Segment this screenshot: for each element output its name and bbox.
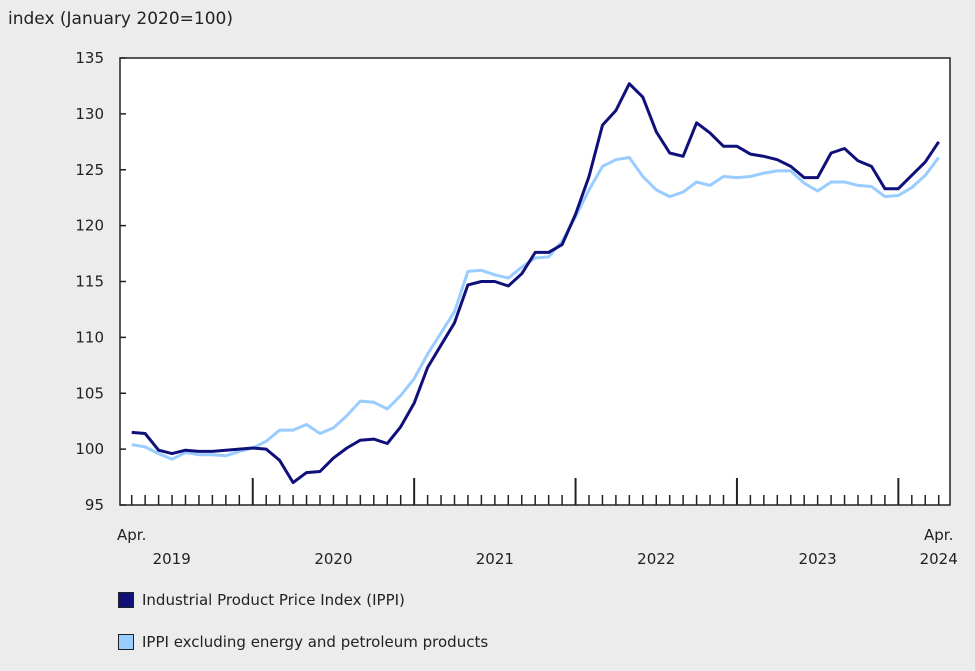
legend-label-ippi-ex-energy: IPPI excluding energy and petroleum prod…	[142, 633, 489, 651]
x-tick-label-month: Apr.	[924, 526, 953, 544]
x-tick-label-year: 2020	[314, 550, 352, 568]
series-lines	[131, 82, 940, 485]
y-tick-label: 120	[75, 217, 104, 235]
y-axis: 95 100 105 110 115 120 125 130 135	[75, 49, 126, 514]
y-tick-label: 95	[85, 496, 104, 514]
x-tick-label-year: 2019	[153, 550, 191, 568]
legend-label-ippi: Industrial Product Price Index (IPPI)	[142, 591, 405, 609]
legend-item-ippi: Industrial Product Price Index (IPPI)	[118, 591, 405, 609]
y-tick-label: 105	[75, 384, 104, 402]
x-tick-label-year: 2023	[799, 550, 837, 568]
legend-swatch-ippi	[118, 592, 134, 608]
y-tick-label: 110	[75, 328, 104, 346]
y-axis-label: index (January 2020=100)	[8, 9, 233, 29]
plot-area	[119, 57, 951, 506]
x-tick-label-month: Apr.	[117, 526, 146, 544]
y-tick-label: 135	[75, 49, 104, 67]
legend-item-ippi-ex-energy: IPPI excluding energy and petroleum prod…	[118, 633, 488, 651]
y-tick-label: 130	[75, 105, 104, 123]
y-tick-label: 125	[75, 161, 104, 179]
x-tick-label-year: 2022	[637, 550, 675, 568]
x-tick-label-year: 2021	[476, 550, 514, 568]
y-tick-label: 115	[75, 273, 104, 291]
series-line-ippi	[131, 82, 940, 485]
legend-swatch-ippi-ex-energy	[118, 634, 134, 650]
x-tick-label-year: 2024	[920, 550, 958, 568]
y-tick-label: 100	[75, 440, 104, 458]
series-line-ippi-ex-energy	[131, 156, 940, 461]
x-axis: Apr. 2019 2020 2021 2022 2023 Apr. 2024	[117, 478, 958, 568]
